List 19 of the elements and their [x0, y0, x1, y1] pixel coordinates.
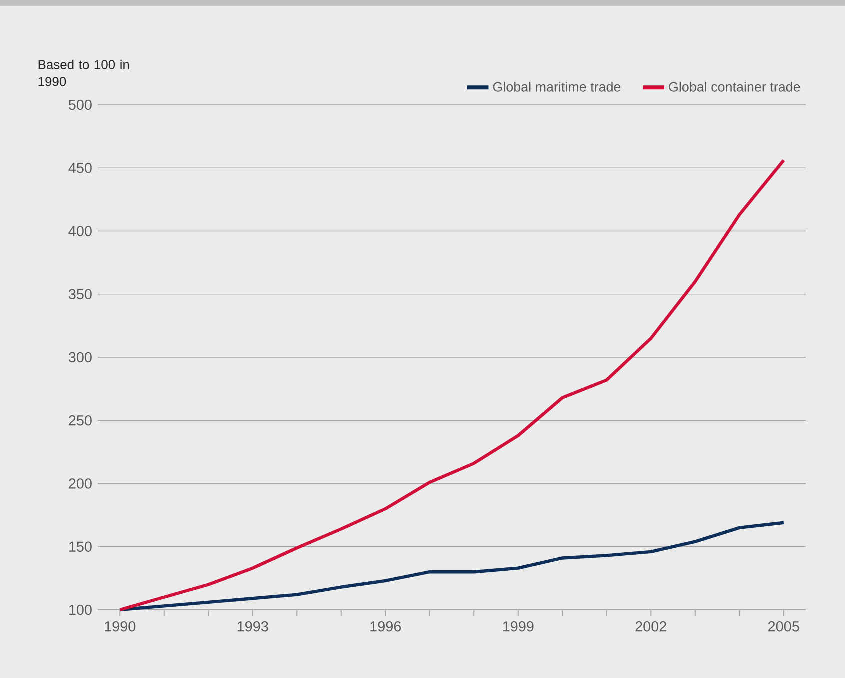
- y-tick-label: 350: [68, 289, 92, 300]
- y-tick-label: 400: [68, 226, 92, 236]
- x-tick-label: 1993: [238, 622, 268, 632]
- line-series: [118, 521, 786, 612]
- x-tick-label: 2005: [768, 622, 800, 632]
- x-tick-label: 1990: [105, 622, 136, 632]
- x-tick-label: 1996: [370, 622, 402, 632]
- x-tick-label: 2002: [636, 622, 666, 632]
- x-tick-label: 1999: [503, 622, 534, 632]
- y-tick-label: 250: [69, 415, 92, 426]
- y-tick-label: 300: [68, 352, 92, 363]
- y-tick-label: 150: [69, 542, 92, 552]
- legend-label: Global maritime trade: [493, 82, 621, 92]
- legend-label: Global container trade: [669, 82, 800, 92]
- y-axis-title: Based to 100 in 1990: [38, 60, 130, 86]
- y-tick-label: 500: [68, 100, 92, 110]
- y-tick-label: 450: [68, 162, 92, 174]
- y-tick-label: 100: [69, 604, 92, 616]
- y-tick-label: 200: [69, 478, 92, 489]
